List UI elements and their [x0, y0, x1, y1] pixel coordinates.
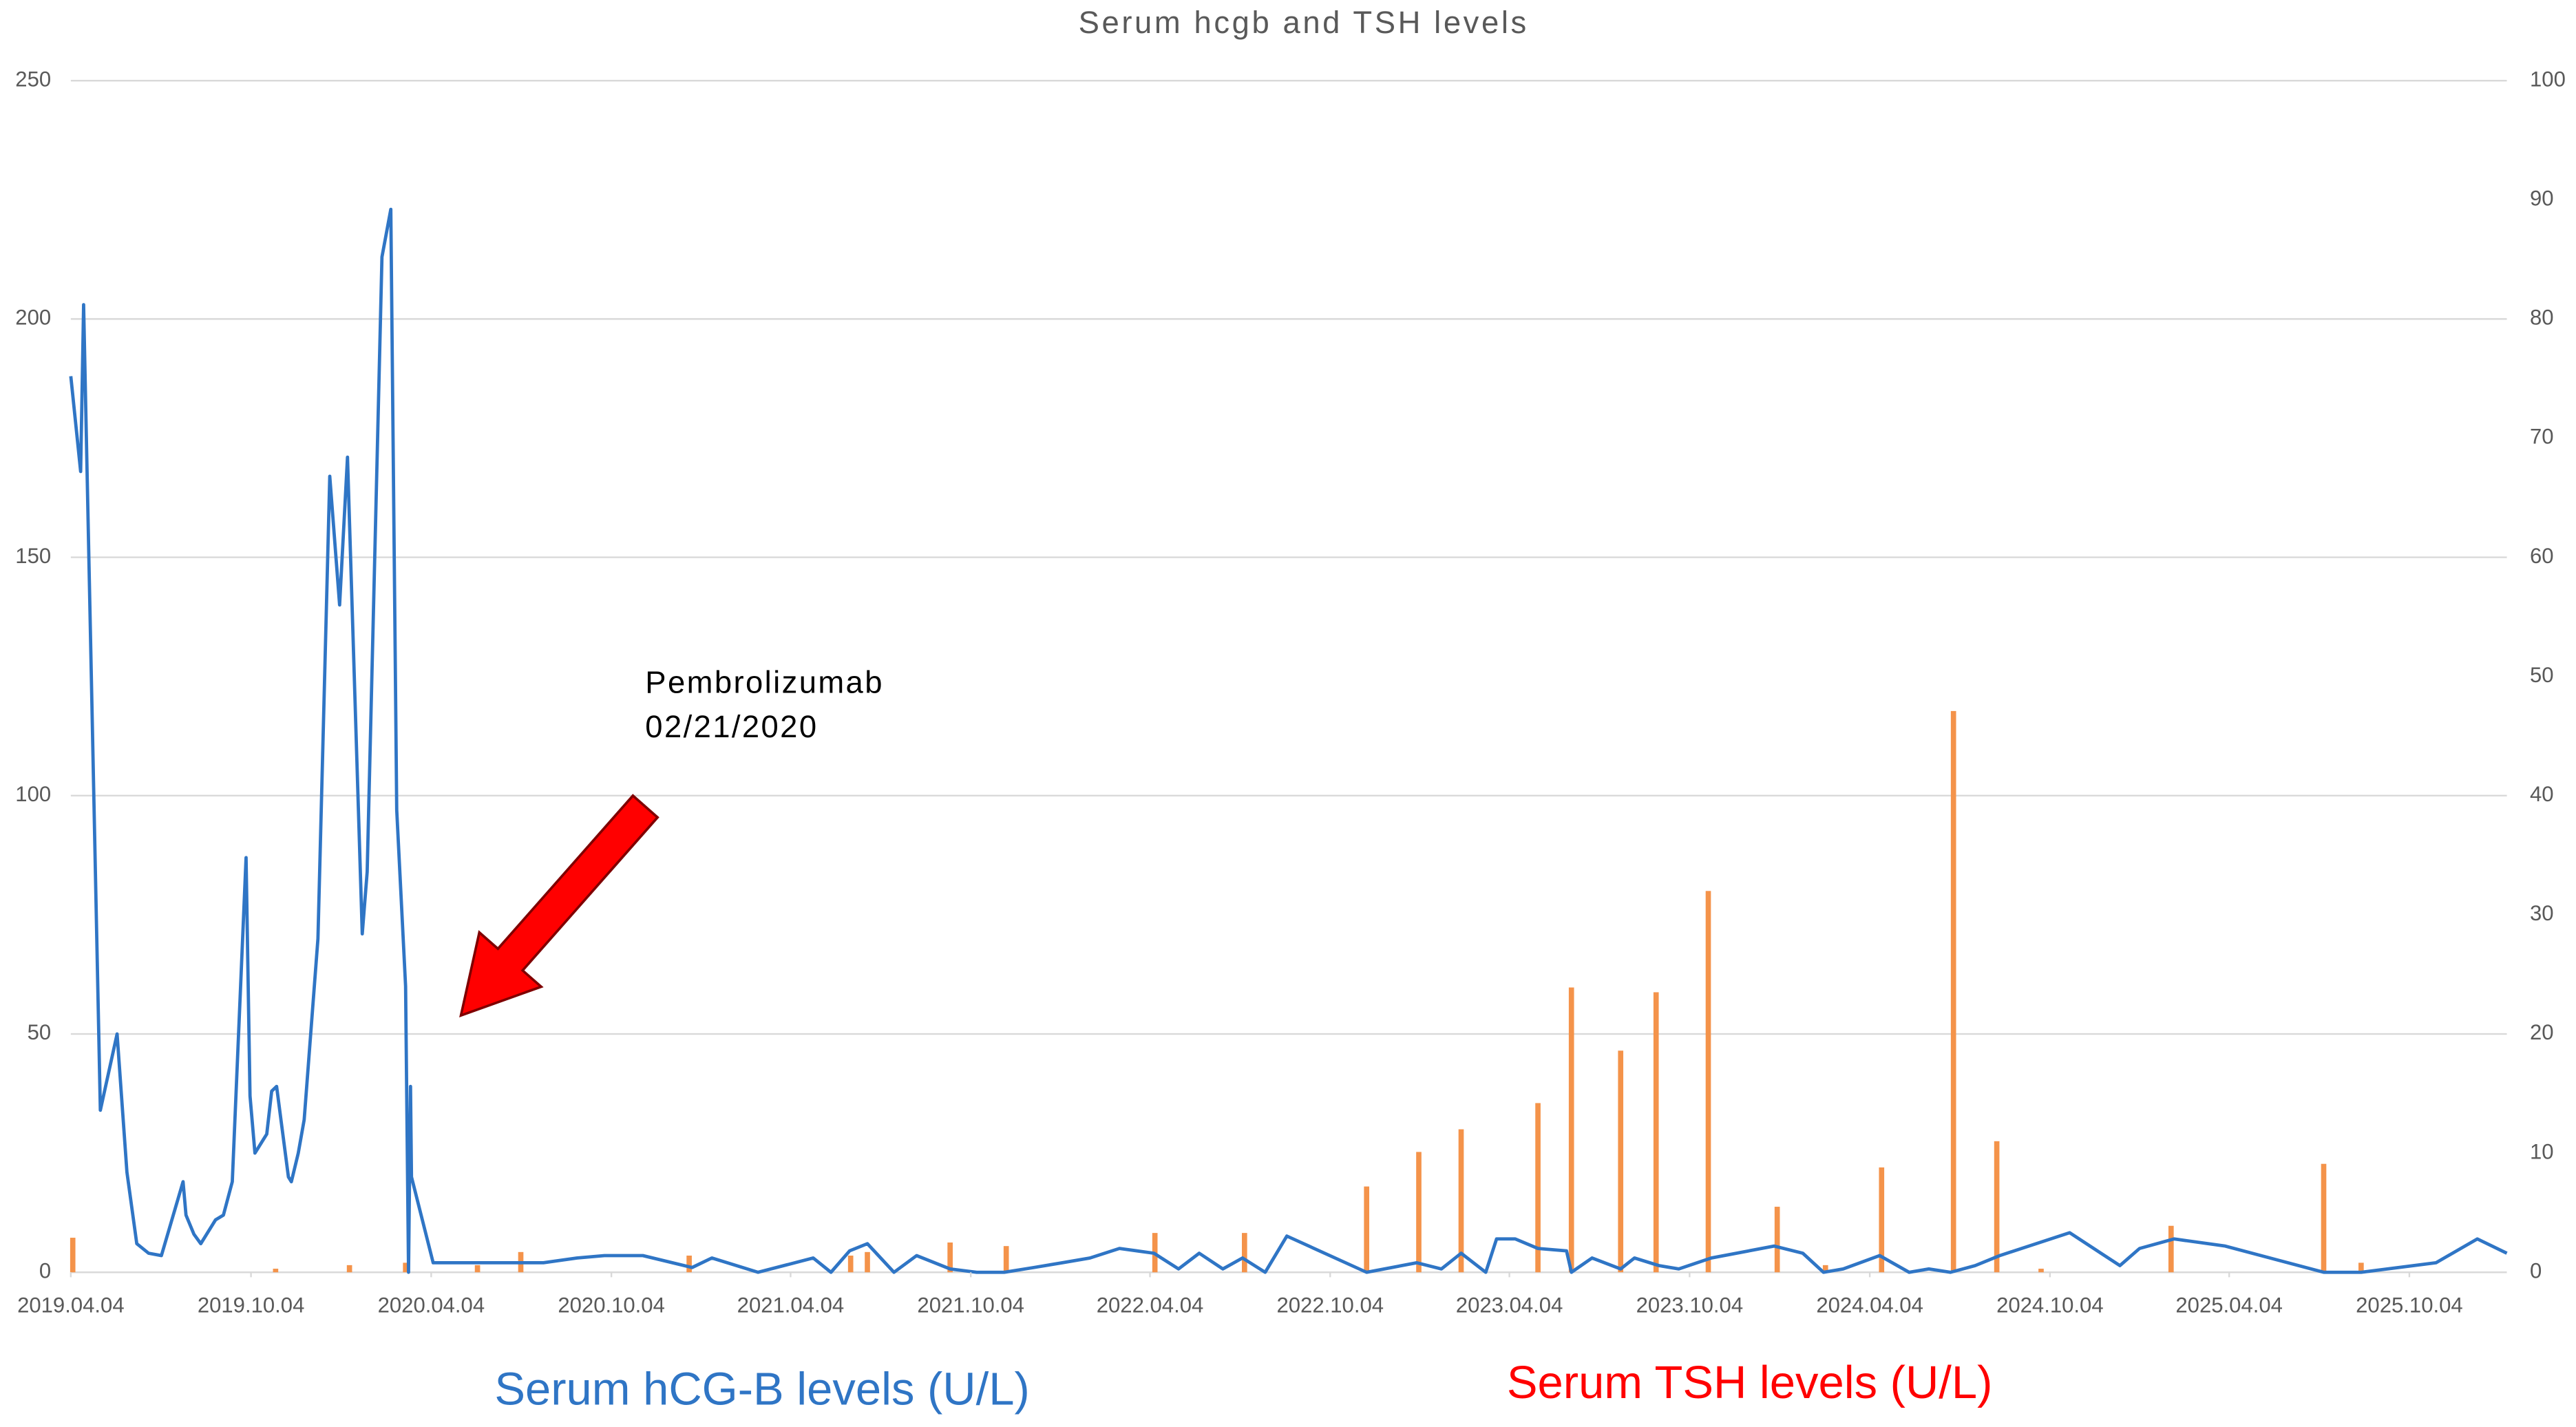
- bar: [403, 1262, 408, 1273]
- bar: [1535, 1103, 1541, 1273]
- annotation-line: Pembrolizumab: [645, 665, 884, 700]
- bar: [1458, 1129, 1464, 1273]
- chart-title: Serum hcgb and TSH levels: [1079, 5, 1529, 40]
- x-tick-label: 2019.04.04: [17, 1293, 125, 1318]
- bar: [865, 1251, 870, 1273]
- bar: [1364, 1186, 1370, 1273]
- legend-label: Serum TSH levels (U/L): [1507, 1357, 1993, 1408]
- y-tick-label: 200: [15, 306, 51, 330]
- y2-tick-label: 50: [2530, 663, 2554, 687]
- y2-tick-label: 60: [2530, 544, 2554, 568]
- legend-label: Serum hCG-B levels (U/L): [494, 1363, 1029, 1415]
- x-tick-label: 2020.10.04: [558, 1293, 665, 1318]
- y-tick-label: 0: [39, 1258, 51, 1282]
- bar: [346, 1265, 352, 1273]
- bar: [1618, 1050, 1624, 1273]
- x-tick-label: 2019.10.04: [198, 1293, 305, 1318]
- bar: [1994, 1141, 2000, 1273]
- x-tick-label: 2023.10.04: [1636, 1293, 1744, 1318]
- y-tick-label: 50: [28, 1020, 52, 1044]
- x-tick-label: 2024.04.04: [1816, 1293, 1923, 1318]
- annotation-arrow: [459, 794, 659, 1018]
- y2-tick-label: 20: [2530, 1020, 2554, 1044]
- bar: [474, 1265, 481, 1273]
- bar: [1879, 1167, 1885, 1273]
- y-tick-label: 100: [15, 782, 51, 806]
- bar: [1822, 1265, 1828, 1273]
- bar: [2038, 1269, 2044, 1273]
- lines: [69, 207, 2508, 1274]
- x-tick-label: 2023.04.04: [1456, 1293, 1563, 1318]
- x-tick-label: 2022.10.04: [1276, 1293, 1384, 1318]
- bar: [2321, 1163, 2327, 1273]
- bar: [2358, 1262, 2364, 1273]
- y2-tick-label: 90: [2530, 186, 2554, 210]
- bar: [70, 1238, 76, 1273]
- bar: [686, 1256, 692, 1273]
- x-tick-label: 2020.04.04: [378, 1293, 485, 1318]
- series-line: [69, 207, 2508, 1274]
- bar: [2168, 1225, 2174, 1273]
- y2-tick-label: 30: [2530, 901, 2554, 925]
- y-tick-label: 250: [15, 67, 51, 91]
- x-tick-label: 2021.10.04: [917, 1293, 1024, 1318]
- bar: [1774, 1207, 1780, 1273]
- bar: [1242, 1233, 1247, 1273]
- y2-tick-label: 80: [2530, 306, 2554, 330]
- bar: [1705, 891, 1711, 1273]
- y2-tick-label: 70: [2530, 425, 2554, 449]
- bar: [273, 1269, 279, 1273]
- x-tick-label: 2021.04.04: [737, 1293, 845, 1318]
- grid: [70, 79, 2507, 1273]
- annotation-line: 02/21/2020: [645, 709, 818, 744]
- y2-tick-label: 40: [2530, 782, 2554, 806]
- y2-tick-label: 10: [2530, 1139, 2554, 1163]
- x-tick-label: 2024.10.04: [1996, 1293, 2104, 1318]
- y2-tick-label: 100: [2530, 67, 2566, 91]
- bar: [1003, 1246, 1009, 1273]
- y2-tick-label: 0: [2530, 1258, 2542, 1282]
- bar: [1416, 1152, 1422, 1273]
- bar: [1653, 992, 1659, 1273]
- bars: [70, 710, 2364, 1273]
- bar: [1950, 710, 1956, 1273]
- x-tick-label: 2025.04.04: [2175, 1293, 2283, 1318]
- x-tick-label: 2022.04.04: [1097, 1293, 1204, 1318]
- x-tick-label: 2025.10.04: [2356, 1293, 2463, 1318]
- bar: [1568, 987, 1574, 1273]
- y-tick-label: 150: [15, 544, 51, 568]
- bar: [847, 1256, 854, 1273]
- bar: [947, 1242, 953, 1273]
